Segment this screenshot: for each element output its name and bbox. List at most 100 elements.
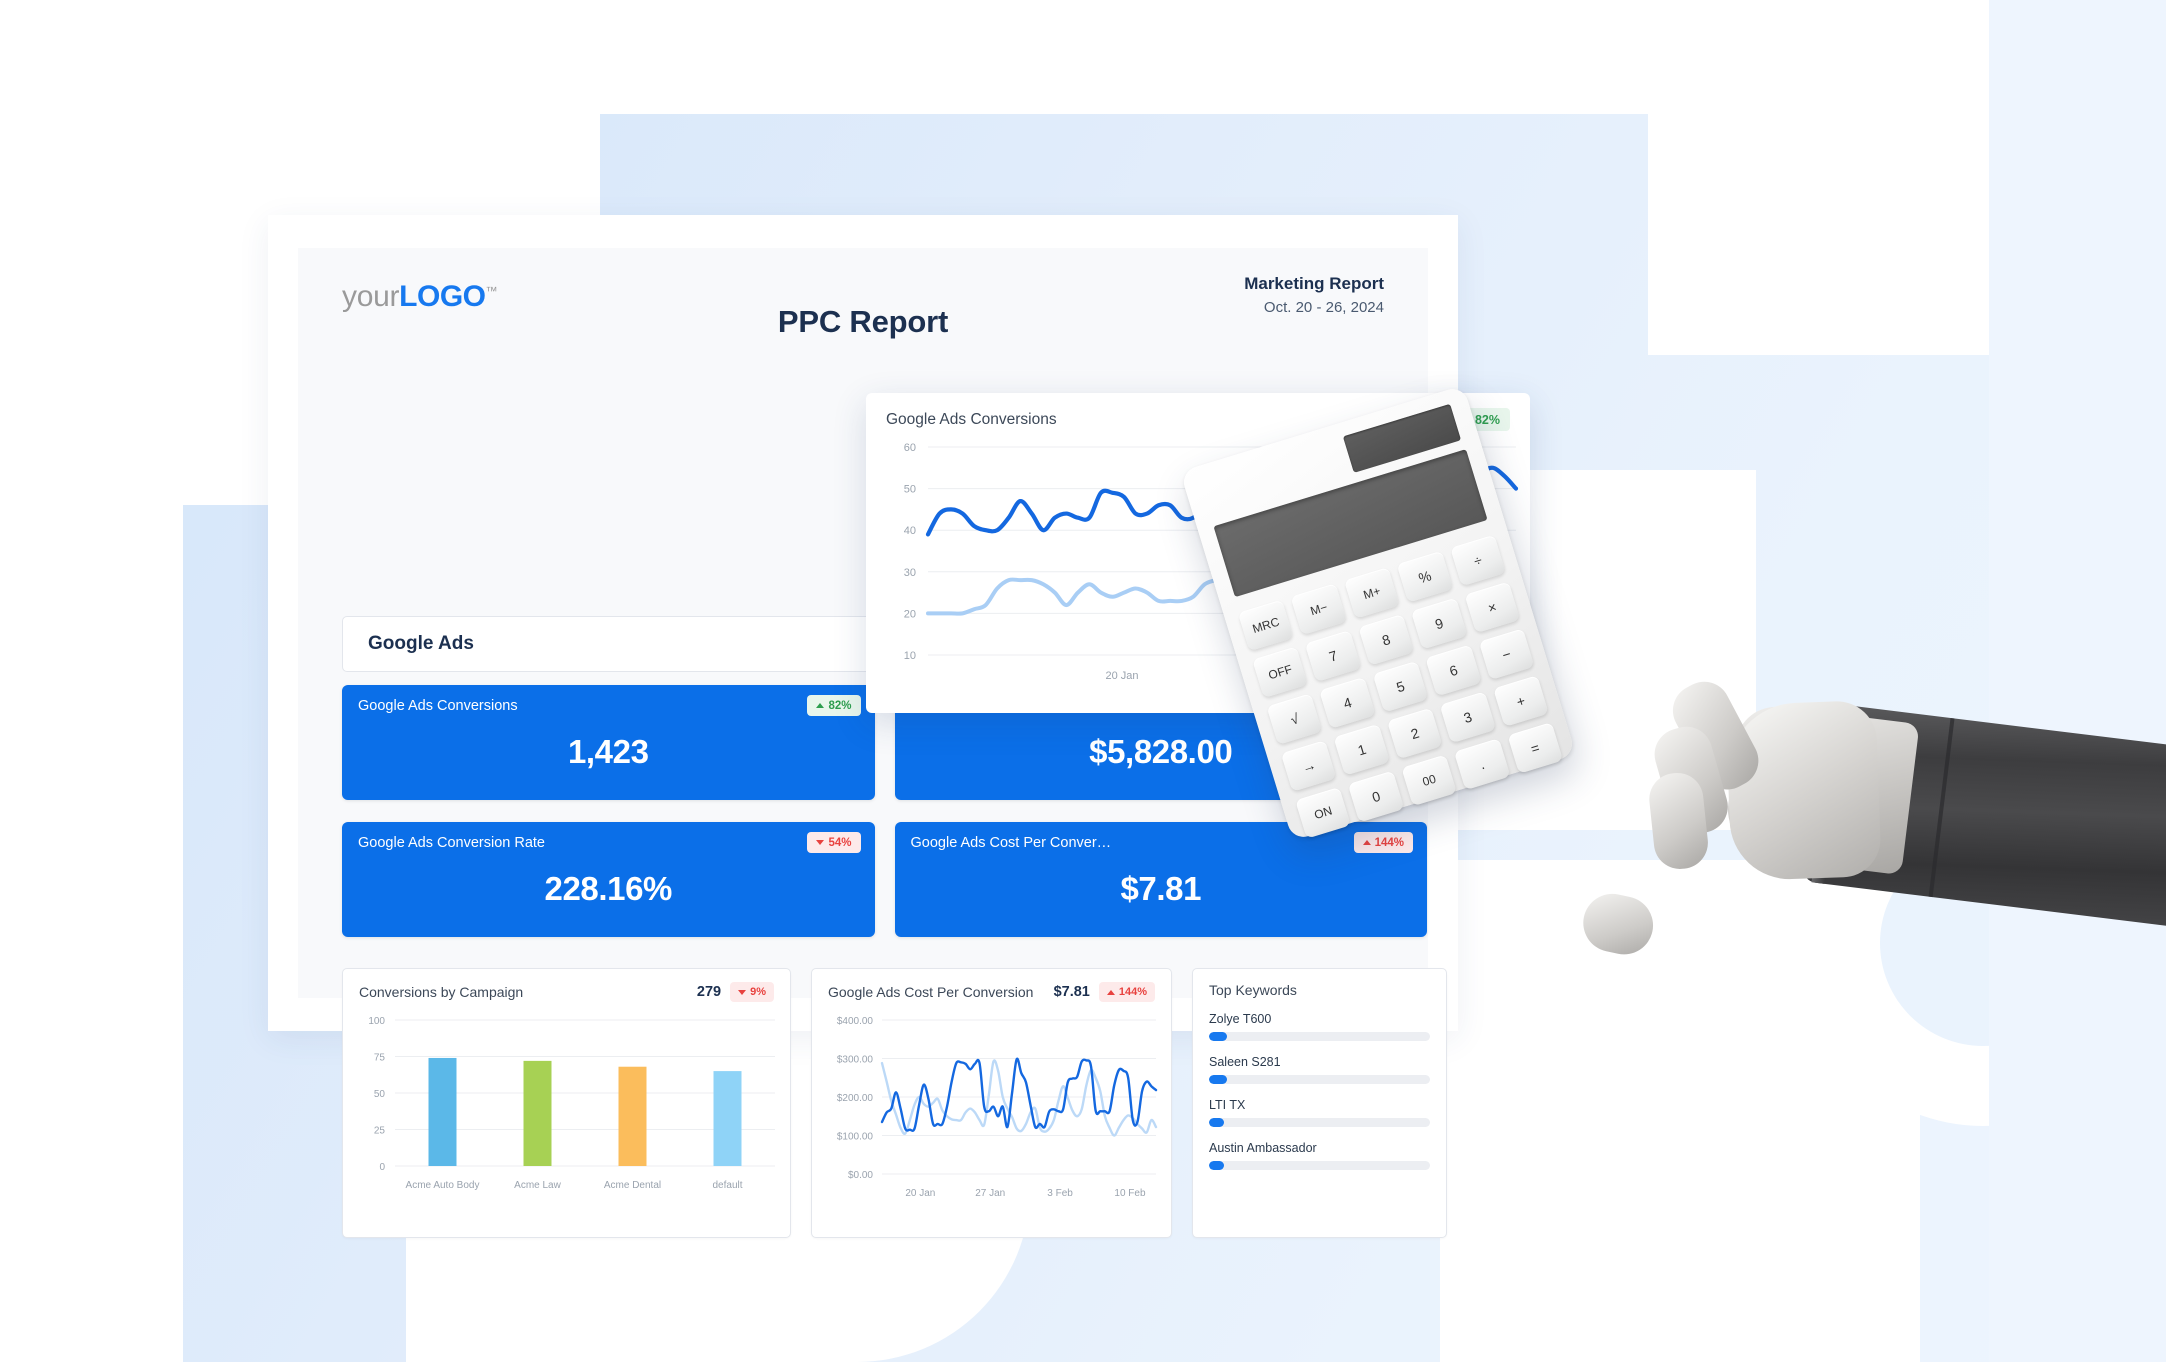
calculator-key-off[interactable]: OFF: [1252, 646, 1309, 699]
calculator-key-[interactable]: =: [1507, 722, 1564, 774]
background-white-top-right: [1648, 0, 1989, 355]
calculator-key-1[interactable]: 1: [1333, 723, 1390, 776]
panel-delta: 9%: [750, 986, 766, 998]
list-item[interactable]: Saleen S281: [1209, 1055, 1430, 1084]
background-white-quarter-circle-left: [0, 672, 182, 1036]
background-white-bottom-left: [0, 1036, 182, 1362]
svg-text:$300.00: $300.00: [837, 1055, 874, 1066]
kpi-delta: 54%: [828, 836, 852, 849]
svg-text:60: 60: [904, 442, 916, 454]
calculator-key-3[interactable]: 3: [1439, 691, 1496, 744]
status-badge: 9%: [730, 982, 774, 1002]
list-item[interactable]: Zolye T600: [1209, 1012, 1430, 1041]
kpi-title: Google Ads Cost Per Conver…: [910, 835, 1112, 851]
calculator-key-[interactable]: .: [1454, 738, 1511, 791]
kpi-title: Google Ads Conversion Rate: [358, 835, 545, 851]
svg-text:$100.00: $100.00: [837, 1132, 874, 1143]
panel-row: Conversions by Campaign 279 9% 100 75 50 25…: [342, 968, 1447, 1238]
calculator-key-[interactable]: %: [1396, 550, 1453, 603]
calculator[interactable]: MRC M− M+% ÷ OFF 7 8 9 × √ 4 5 6− → 1 2 3 + ON 0 00. =: [1180, 385, 1576, 841]
calculator-key-00[interactable]: 00: [1401, 754, 1458, 807]
panel-header: Google Ads Cost Per Conversion $7.81 144…: [812, 969, 1171, 1002]
svg-text:$200.00: $200.00: [837, 1093, 874, 1104]
svg-text:Acme Dental: Acme Dental: [604, 1180, 661, 1191]
progress-track: [1209, 1161, 1430, 1170]
keyword-name: Austin Ambassador: [1209, 1141, 1317, 1155]
kpi-card-cost-per-conversion[interactable]: Google Ads Cost Per Conver… 144% $7.81: [894, 822, 1427, 937]
panel-header-right: $7.81 144%: [1054, 982, 1155, 1002]
svg-text:$400.00: $400.00: [837, 1016, 874, 1027]
svg-text:40: 40: [904, 525, 916, 537]
trademark-icon: ™: [485, 284, 498, 298]
calculator-key-0[interactable]: 0: [1348, 770, 1405, 823]
line-chart-cost-per-conversion: $400.00 $300.00 $200.00 $100.00 $0.00 20 Jan 2…: [837, 1016, 1158, 1199]
panel-header: Top Keywords: [1193, 969, 1446, 998]
calculator-key-[interactable]: +: [1492, 675, 1549, 728]
svg-text:50: 50: [904, 484, 916, 496]
calculator-key-5[interactable]: 5: [1372, 660, 1429, 713]
calculator-key-[interactable]: ×: [1464, 581, 1521, 634]
kpi-card-conversions[interactable]: Google Ads Conversions 82% 1,423: [342, 685, 875, 800]
report-kind-label: Marketing Report: [1244, 274, 1384, 293]
progress-track: [1209, 1075, 1430, 1084]
calculator-key-[interactable]: ÷: [1449, 534, 1506, 587]
calculator-key-2[interactable]: 2: [1386, 707, 1443, 760]
arrow-down-icon: [816, 840, 825, 845]
panel-title: Google Ads Cost Per Conversion: [828, 984, 1034, 1000]
panel-cost-per-conversion[interactable]: Google Ads Cost Per Conversion $7.81 144…: [811, 968, 1172, 1238]
logo-text-your: your: [342, 280, 400, 313]
svg-text:100: 100: [368, 1016, 385, 1027]
calculator-key-[interactable]: √: [1266, 693, 1323, 745]
status-badge: 144%: [1098, 982, 1155, 1002]
logo-text-logo: LOGO: [399, 280, 486, 313]
svg-text:20: 20: [904, 608, 916, 620]
keyword-name: LTI TX: [1209, 1098, 1246, 1112]
panel-value: 279: [696, 984, 722, 1000]
kpi-value: $5,828.00: [1089, 733, 1233, 770]
svg-text:Acme Law: Acme Law: [514, 1180, 561, 1191]
overlay-delta: 82%: [1474, 412, 1500, 427]
progress-fill: [1209, 1032, 1227, 1041]
calculator-key-[interactable]: →: [1280, 739, 1337, 792]
progress-fill: [1209, 1161, 1225, 1170]
progress-track: [1209, 1032, 1430, 1041]
kpi-card-conversion-rate[interactable]: Google Ads Conversion Rate 54% 228.16%: [342, 822, 875, 937]
panel-conversions-by-campaign[interactable]: Conversions by Campaign 279 9% 100 75 50 25…: [342, 968, 791, 1238]
svg-text:3 Feb: 3 Feb: [1047, 1188, 1073, 1199]
arm: [1577, 672, 2166, 960]
svg-text:10 Feb: 10 Feb: [1114, 1188, 1146, 1199]
wrist: [1577, 672, 1920, 960]
arrow-up-icon: [1106, 989, 1115, 995]
list-item[interactable]: Austin Ambassador: [1209, 1141, 1430, 1170]
arrow-up-icon: [1362, 840, 1371, 845]
calculator-key-on[interactable]: ON: [1295, 786, 1352, 839]
calculator-key-7[interactable]: 7: [1305, 630, 1362, 682]
calculator-key-6[interactable]: 6: [1425, 644, 1482, 697]
arrow-down-icon: [738, 989, 747, 995]
status-badge: 82%: [807, 695, 861, 716]
svg-text:10: 10: [904, 650, 916, 662]
panel-top-keywords[interactable]: Top Keywords Zolye T600 Saleen S281 LTI …: [1192, 968, 1447, 1238]
list-item[interactable]: LTI TX: [1209, 1098, 1430, 1127]
palm: [1577, 672, 1882, 960]
calculator-key-m[interactable]: M−: [1290, 583, 1347, 636]
calculator-key-mrc[interactable]: MRC: [1237, 599, 1294, 652]
calculator-key-4[interactable]: 4: [1319, 676, 1376, 729]
progress-fill: [1209, 1118, 1225, 1127]
report-date-range: Oct. 20 - 26, 2024: [1263, 299, 1384, 316]
calculator-key-m[interactable]: M+: [1343, 567, 1400, 619]
svg-text:27 Jan: 27 Jan: [975, 1188, 1005, 1199]
page-title: PPC Report: [777, 304, 949, 339]
panel-value: $7.81: [1053, 984, 1090, 1000]
kpi-delta: 144%: [1374, 836, 1404, 849]
svg-text:Acme Auto Body: Acme Auto Body: [406, 1180, 480, 1191]
section-label: Google Ads: [368, 633, 474, 654]
calculator-key-8[interactable]: 8: [1358, 613, 1415, 666]
kpi-title: Google Ads Conversions: [358, 698, 518, 714]
bar-chart-conversions-by-campaign: 100 75 50 25 0 Acme Auto Body Acme Law Acme Den…: [368, 1016, 775, 1191]
arrow-up-icon: [816, 703, 825, 708]
calculator-key-[interactable]: −: [1478, 628, 1535, 681]
hand-holding-calculator-photo: MRC M− M+% ÷ OFF 7 8 9 × √ 4 5 6− → 1 2 3 + ON 0 00. =: [1180, 385, 2166, 1020]
svg-text:20 Jan: 20 Jan: [905, 1188, 935, 1199]
calculator-key-9[interactable]: 9: [1411, 597, 1468, 650]
